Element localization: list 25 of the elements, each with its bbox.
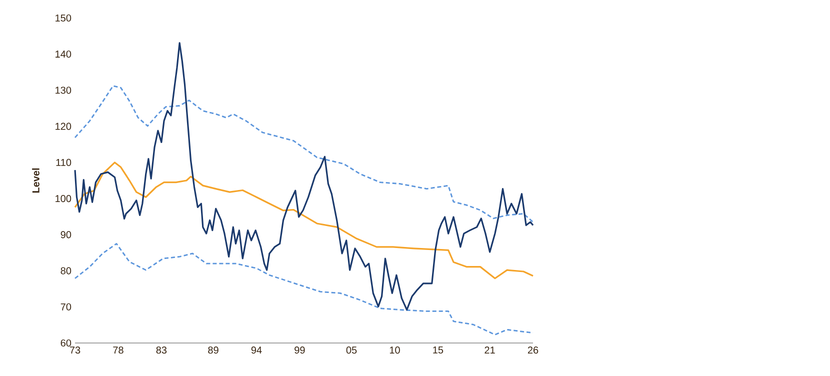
line-series <box>74 162 534 280</box>
x-tick-label: 05 <box>346 346 357 354</box>
y-tick-label: 90 <box>60 231 72 238</box>
y-axis-title: Level <box>32 168 40 193</box>
x-tick-label: 73 <box>70 346 80 354</box>
x-tick-label: 89 <box>208 346 218 354</box>
y-tick-label: 70 <box>60 303 72 310</box>
x-tick-label: 94 <box>251 346 262 354</box>
x-tick-label: 10 <box>390 346 400 354</box>
y-tick-label: 150 <box>56 14 72 22</box>
x-tick-label: 83 <box>156 346 167 354</box>
y-tick-label: 130 <box>56 86 72 94</box>
y-tick-label: 100 <box>56 195 72 202</box>
line-series <box>74 85 534 223</box>
y-tick-label: 120 <box>56 122 72 130</box>
x-tick-label: 78 <box>113 346 124 354</box>
x-tick-label: 15 <box>433 346 444 354</box>
x-tick-label: 99 <box>294 346 305 354</box>
y-tick-label: 60 <box>60 339 72 347</box>
y-tick-label: 80 <box>60 267 72 274</box>
x-tick-label: 21 <box>484 346 495 354</box>
line-series <box>74 42 534 311</box>
x-tick-label: 26 <box>528 346 538 354</box>
y-tick-label: 110 <box>56 158 72 166</box>
y-tick-label: 140 <box>56 50 72 58</box>
